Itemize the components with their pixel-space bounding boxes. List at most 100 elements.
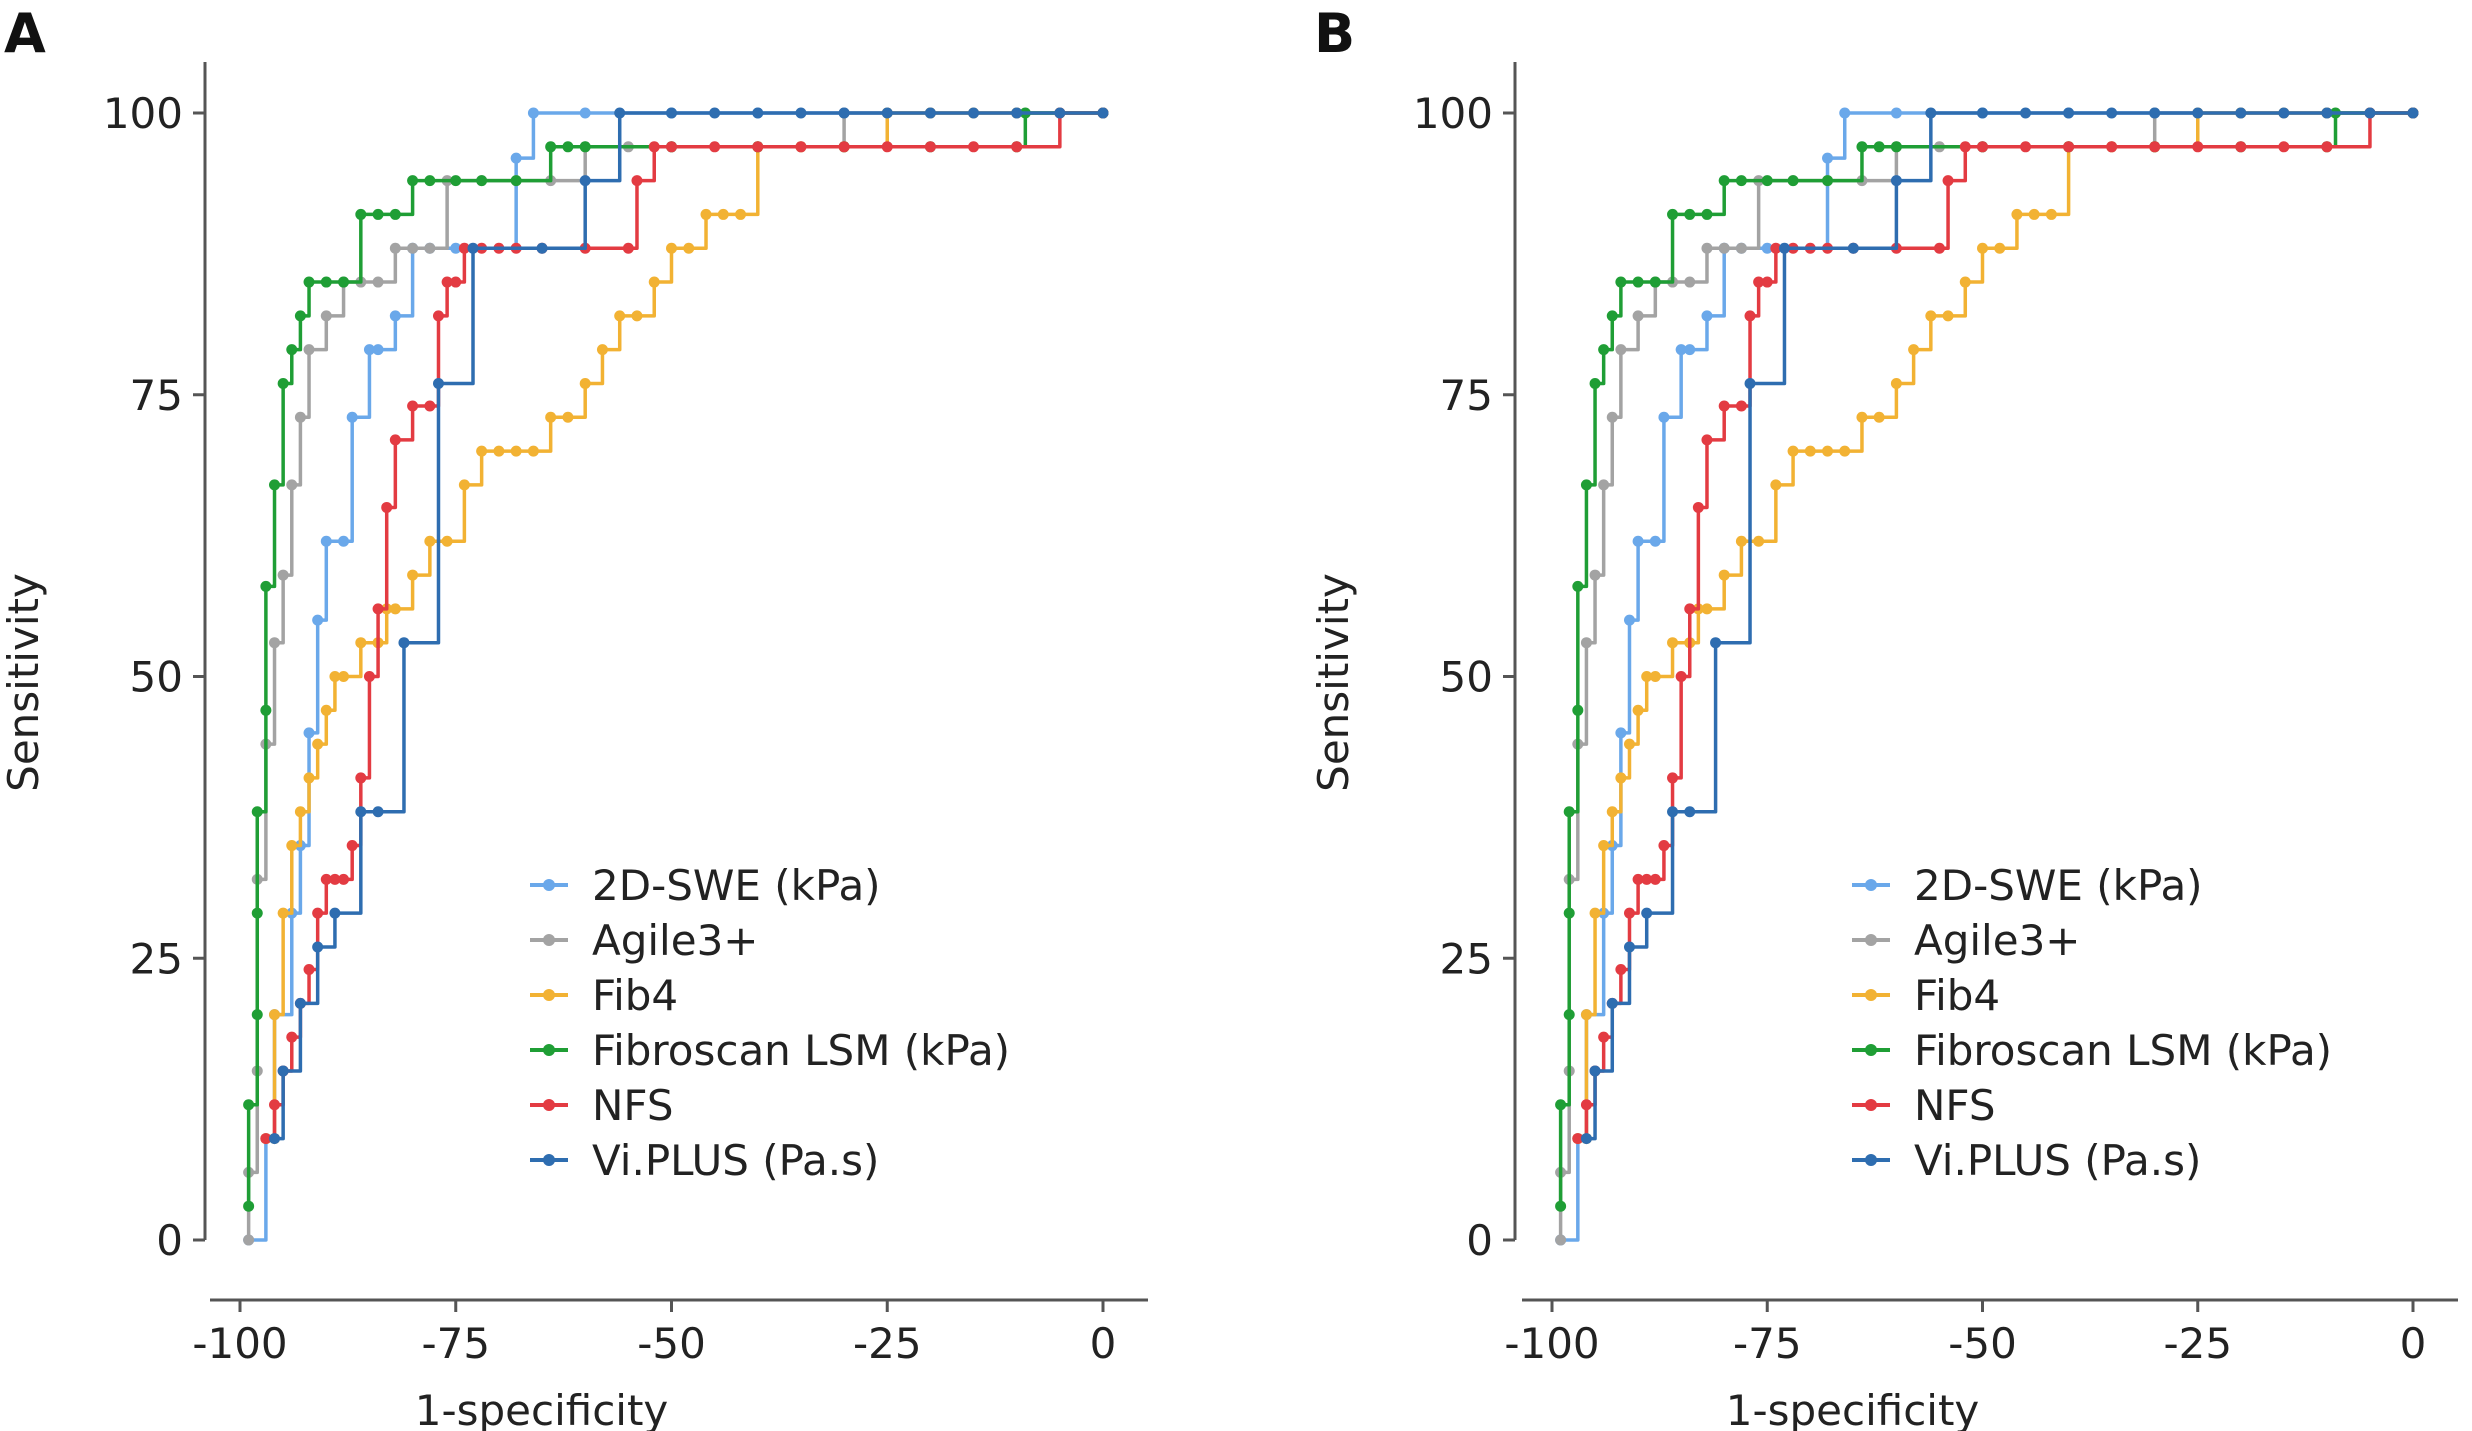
data-point bbox=[1011, 107, 1023, 119]
legend: 2D-SWE (kPa) Agile3+ Fib4 Fibroscan LSM (kP… bbox=[530, 861, 1010, 1185]
data-point bbox=[717, 208, 729, 220]
data-point bbox=[527, 445, 539, 457]
legend-item: Agile3+ bbox=[1852, 916, 2080, 965]
data-point bbox=[1692, 501, 1704, 513]
data-point bbox=[1718, 400, 1730, 412]
data-point bbox=[614, 310, 626, 322]
data-point bbox=[338, 873, 350, 885]
data-point bbox=[1787, 175, 1799, 187]
data-point bbox=[243, 1200, 255, 1212]
data-point bbox=[709, 107, 721, 119]
data-point bbox=[372, 276, 384, 288]
data-point bbox=[243, 1234, 255, 1246]
data-point bbox=[1580, 637, 1592, 649]
data-point bbox=[1684, 208, 1696, 220]
data-point bbox=[320, 704, 332, 716]
data-point bbox=[1615, 964, 1627, 976]
data-point bbox=[251, 806, 263, 818]
data-point bbox=[1753, 276, 1765, 288]
x-tick-label: -100 bbox=[1504, 1319, 1599, 1368]
y-tick-label: 75 bbox=[130, 371, 183, 420]
legend-item: Vi.PLUS (Pa.s) bbox=[530, 1136, 879, 1185]
data-point bbox=[1606, 310, 1618, 322]
data-point bbox=[1580, 1133, 1592, 1145]
data-point bbox=[1942, 175, 1954, 187]
y-tick-label: 75 bbox=[1440, 371, 1493, 420]
data-point bbox=[312, 614, 324, 626]
data-point bbox=[2106, 141, 2118, 153]
legend-swatch-dot bbox=[543, 934, 555, 946]
legend-swatch-dot bbox=[1865, 1044, 1877, 1056]
data-point bbox=[1890, 377, 1902, 389]
data-point bbox=[631, 310, 643, 322]
data-point bbox=[476, 445, 488, 457]
legend-item: Fibroscan LSM (kPa) bbox=[1852, 1026, 2332, 1075]
data-point bbox=[1959, 276, 1971, 288]
data-point bbox=[2020, 107, 2032, 119]
legend-item: 2D-SWE (kPa) bbox=[530, 861, 881, 910]
data-point bbox=[1770, 242, 1782, 254]
data-point bbox=[1959, 141, 1971, 153]
data-point bbox=[363, 671, 375, 682]
data-point bbox=[441, 276, 453, 288]
data-point bbox=[1925, 310, 1937, 322]
legend-swatch-dot bbox=[1865, 989, 1877, 1001]
data-point bbox=[510, 175, 522, 187]
data-point bbox=[346, 411, 358, 423]
data-point bbox=[329, 907, 341, 919]
data-point bbox=[424, 400, 436, 412]
data-point bbox=[1667, 806, 1679, 818]
data-point bbox=[1684, 603, 1696, 615]
legend-swatch-dot bbox=[543, 989, 555, 1001]
data-point bbox=[1701, 603, 1713, 615]
legend-swatch-dot bbox=[543, 879, 555, 891]
legend-item: Fib4 bbox=[530, 971, 678, 1020]
data-point bbox=[881, 141, 893, 153]
data-point bbox=[1649, 671, 1661, 682]
data-point bbox=[1658, 840, 1670, 852]
data-point bbox=[372, 344, 384, 356]
data-point bbox=[700, 208, 712, 220]
data-point bbox=[924, 141, 936, 153]
data-point bbox=[1890, 107, 1902, 119]
data-point bbox=[432, 310, 444, 322]
legend-swatch-dot bbox=[1865, 1154, 1877, 1166]
data-point bbox=[648, 141, 660, 153]
data-point bbox=[303, 344, 315, 356]
x-tick-label: -100 bbox=[192, 1319, 287, 1368]
series-fib4 bbox=[260, 107, 1109, 1145]
legend-swatch-dot bbox=[543, 1154, 555, 1166]
data-point bbox=[1563, 1009, 1575, 1021]
data-point bbox=[1847, 242, 1859, 254]
data-point bbox=[1925, 107, 1937, 119]
data-point bbox=[1606, 806, 1618, 818]
data-point bbox=[407, 175, 419, 187]
data-point bbox=[562, 411, 574, 423]
data-point bbox=[1615, 344, 1627, 356]
data-point bbox=[269, 1099, 281, 1111]
data-point bbox=[294, 411, 306, 423]
data-point bbox=[338, 671, 350, 682]
data-point bbox=[286, 840, 298, 852]
legend-swatch-dot bbox=[543, 1099, 555, 1111]
panel-label: B bbox=[1314, 2, 1355, 65]
data-point bbox=[1667, 772, 1679, 784]
x-tick-label: 0 bbox=[2400, 1319, 2427, 1368]
data-point bbox=[269, 637, 281, 649]
data-point bbox=[1890, 175, 1902, 187]
data-point bbox=[2278, 107, 2290, 119]
data-point bbox=[338, 535, 350, 547]
data-point bbox=[1977, 141, 1988, 153]
data-point bbox=[1701, 434, 1713, 446]
data-point bbox=[510, 445, 522, 457]
data-point bbox=[424, 242, 436, 254]
data-point bbox=[1572, 580, 1584, 592]
data-point bbox=[2045, 208, 2057, 220]
legend-swatch-dot bbox=[1865, 1099, 1877, 1111]
data-point bbox=[363, 344, 375, 356]
x-tick-label: -75 bbox=[1733, 1319, 1802, 1368]
legend-item: Fib4 bbox=[1852, 971, 2000, 1020]
data-point bbox=[1555, 1234, 1567, 1246]
data-point bbox=[1804, 445, 1816, 457]
data-point bbox=[1641, 907, 1653, 919]
